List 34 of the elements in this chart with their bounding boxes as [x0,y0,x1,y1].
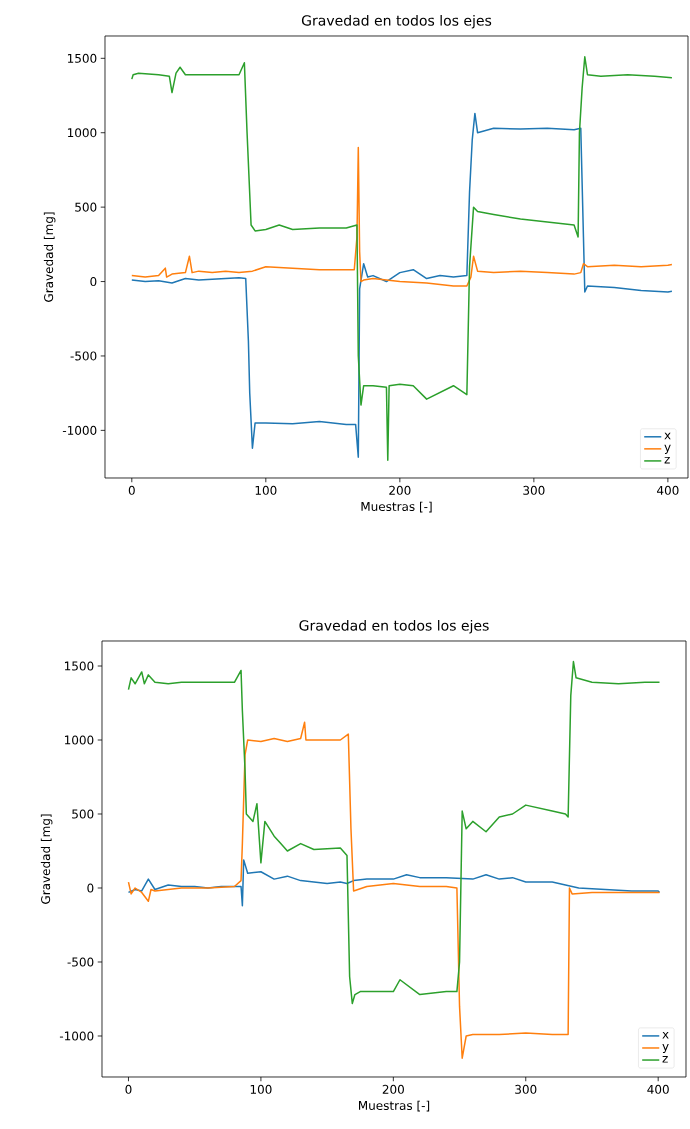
chart-title: Gravedad en todos los ejes [301,14,492,29]
y-tick-label: -500 [67,957,94,967]
y-tick-label: -1000 [59,1031,94,1041]
x-tick-label: 0 [128,485,135,495]
y-tick-label: 1500 [64,661,94,671]
y-tick-label: 500 [75,202,97,212]
y-tick-label: 1500 [67,53,97,63]
y-axis-title: Gravedad [mg] [43,212,56,302]
x-tick-label: 200 [389,485,411,495]
y-tick-label: 1000 [64,735,94,745]
y-tick-label: 0 [87,883,94,893]
x-tick-label: 400 [647,1084,669,1094]
x-tick-label: 100 [255,485,277,495]
legend-label: x [662,1031,669,1039]
x-tick-label: 400 [657,485,679,495]
legend-label: y [664,444,671,454]
chart-title: Gravedad en todos los ejes [299,619,489,634]
x-axis-title: Muestras [-] [361,501,432,513]
x-tick-label: 300 [515,1084,537,1094]
x-tick-label: 200 [382,1084,404,1094]
legend-label: y [662,1043,669,1053]
y-tick-label: 1000 [67,128,97,138]
y-axis-title: Gravedad [mg] [40,814,53,904]
y-tick-label: 0 [90,277,97,287]
legend-label: z [664,456,670,464]
legend-label: z [662,1056,668,1063]
legend-label: x [664,432,671,440]
y-tick-label: -1000 [62,425,97,435]
x-axis-title: Muestras [-] [359,1100,430,1112]
x-tick-label: 300 [523,485,545,495]
y-tick-label: 500 [72,809,94,819]
x-tick-label: 100 [250,1084,272,1094]
x-tick-label: 0 [125,1084,132,1094]
y-tick-label: -500 [70,351,97,361]
